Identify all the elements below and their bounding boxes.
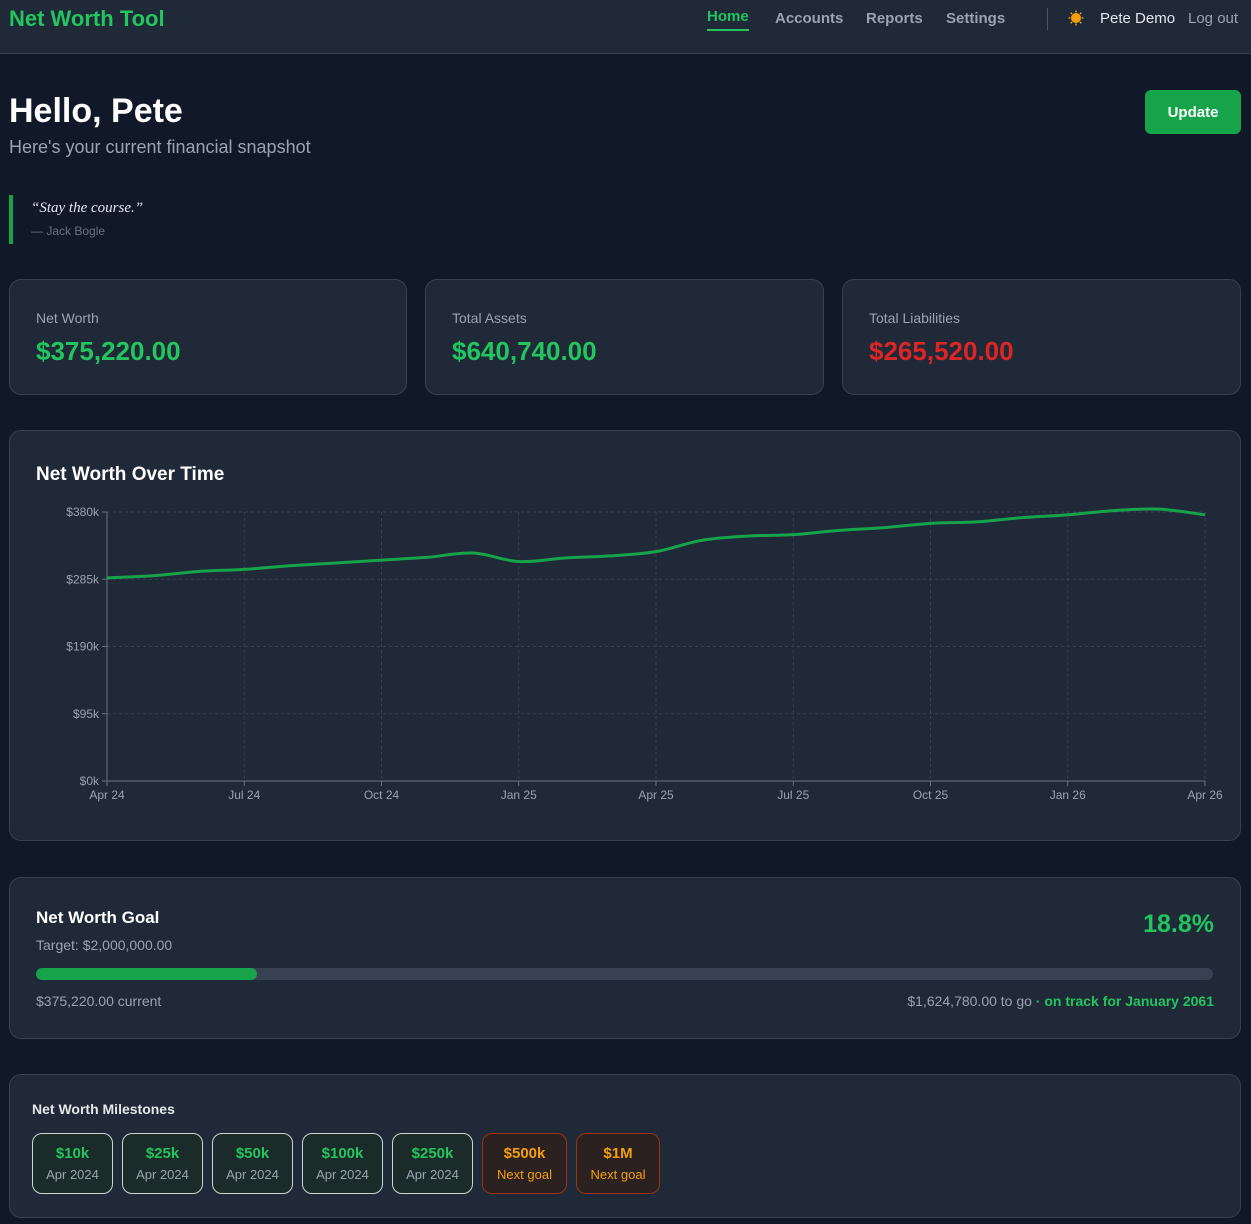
- nav-home[interactable]: Home: [707, 8, 749, 31]
- milestone-amount: $500k: [503, 1145, 546, 1162]
- y-tick-label: $380k: [66, 505, 100, 519]
- y-tick-label: $95k: [73, 707, 100, 721]
- y-tick-label: $190k: [66, 640, 100, 654]
- milestone-badge: $10k Apr 2024: [32, 1133, 113, 1194]
- milestones-card: Net Worth Milestones $10k Apr 2024 $25k …: [9, 1074, 1241, 1218]
- y-tick-label: $285k: [66, 572, 100, 586]
- nav-reports[interactable]: Reports: [866, 10, 923, 27]
- milestone-amount: $250k: [411, 1145, 454, 1162]
- milestone-amount: $25k: [145, 1145, 180, 1162]
- update-button[interactable]: Update: [1145, 90, 1241, 134]
- y-tick-label: $0k: [80, 774, 100, 788]
- milestone-amount: $10k: [55, 1145, 90, 1162]
- milestone-date: Apr 2024: [406, 1167, 459, 1182]
- x-tick-label: Apr 24: [89, 788, 125, 802]
- goal-title: Net Worth Goal: [36, 908, 160, 927]
- nav-settings[interactable]: Settings: [946, 10, 1006, 27]
- milestone-status: Next goal: [590, 1167, 646, 1182]
- milestone-amount: $50k: [235, 1145, 270, 1162]
- goal-target: Target: $2,000,000.00: [36, 937, 173, 953]
- stat-label: Total Assets: [452, 310, 527, 326]
- milestone-badge: $100k Apr 2024: [302, 1133, 383, 1194]
- milestone-amount: $1M: [603, 1145, 633, 1162]
- sun-icon[interactable]: [1068, 10, 1084, 26]
- goal-card: Net Worth Goal Target: $2,000,000.00 18.…: [9, 877, 1241, 1039]
- quote-author: — Jack Bogle: [31, 224, 106, 238]
- user-name: Pete Demo: [1100, 10, 1176, 27]
- stat-value: $265,520.00: [869, 336, 1014, 366]
- x-tick-label: Jul 24: [228, 788, 260, 802]
- milestone-date: Apr 2024: [226, 1167, 279, 1182]
- stat-label: Total Liabilities: [869, 310, 961, 326]
- milestone-badge: $25k Apr 2024: [122, 1133, 203, 1194]
- goal-percent: 18.8%: [1143, 910, 1214, 938]
- goal-remaining-line: $1,624,780.00 to go · on track for Janua…: [907, 993, 1214, 1009]
- x-tick-label: Jul 25: [777, 788, 809, 802]
- goal-progress-fill: [36, 968, 258, 980]
- quote-text: “Stay the course.”: [31, 200, 144, 216]
- milestone-date: Apr 2024: [46, 1167, 99, 1182]
- total-assets-card: Total Assets $640,740.00: [425, 279, 824, 395]
- x-tick-label: Oct 25: [913, 788, 949, 802]
- logout-link[interactable]: Log out: [1188, 10, 1239, 27]
- stat-value: $375,220.00: [36, 336, 181, 366]
- nav-divider: [1047, 8, 1048, 30]
- stat-value: $640,740.00: [452, 336, 597, 366]
- net-worth-series-line: [106, 507, 1206, 580]
- x-tick-label: Jan 25: [501, 788, 537, 802]
- total-liabilities-card: Total Liabilities $265,520.00: [842, 279, 1241, 395]
- milestone-badge: $50k Apr 2024: [212, 1133, 293, 1194]
- milestone-badge-next: $500k Next goal: [482, 1133, 567, 1194]
- quote-block: “Stay the course.” — Jack Bogle: [9, 195, 143, 244]
- stat-label: Net Worth: [36, 310, 99, 326]
- chart-title: Net Worth Over Time: [36, 464, 225, 485]
- x-tick-label: Oct 24: [364, 788, 400, 802]
- milestone-date: Apr 2024: [316, 1167, 369, 1182]
- milestone-badge-next: $1M Next goal: [576, 1133, 660, 1194]
- x-tick-label: Apr 26: [1187, 788, 1223, 802]
- app-title[interactable]: Net Worth Tool: [9, 6, 165, 31]
- goal-remaining: $1,624,780.00 to go: [907, 993, 1032, 1009]
- goal-current: $375,220.00 current: [36, 993, 162, 1009]
- goal-progress-bar: [36, 968, 1213, 980]
- milestone-date: Apr 2024: [136, 1167, 189, 1182]
- milestone-amount: $100k: [321, 1145, 364, 1162]
- milestone-status: Next goal: [497, 1167, 552, 1182]
- milestone-badge: $250k Apr 2024: [392, 1133, 473, 1194]
- page-subtitle: Here's your current financial snapshot: [9, 137, 311, 157]
- net-worth-chart-card: Net Worth Over Time $0k $95k $190k $285k $38…: [9, 430, 1241, 841]
- page-greeting: Hello, Pete: [9, 92, 183, 130]
- x-tick-label: Jan 26: [1050, 788, 1086, 802]
- top-nav-bar: Net Worth Tool Home Accounts Reports Set…: [0, 0, 1251, 54]
- nav-accounts[interactable]: Accounts: [775, 10, 844, 27]
- net-worth-chart: $0k $95k $190k $285k $380k Apr 24 Jul 24 Oct 24…: [66, 505, 1223, 802]
- goal-on-track: · on track for January 2061: [1031, 993, 1214, 1009]
- milestones-title: Net Worth Milestones: [32, 1101, 175, 1117]
- x-tick-label: Apr 25: [638, 788, 674, 802]
- net-worth-card: Net Worth $375,220.00: [9, 279, 407, 395]
